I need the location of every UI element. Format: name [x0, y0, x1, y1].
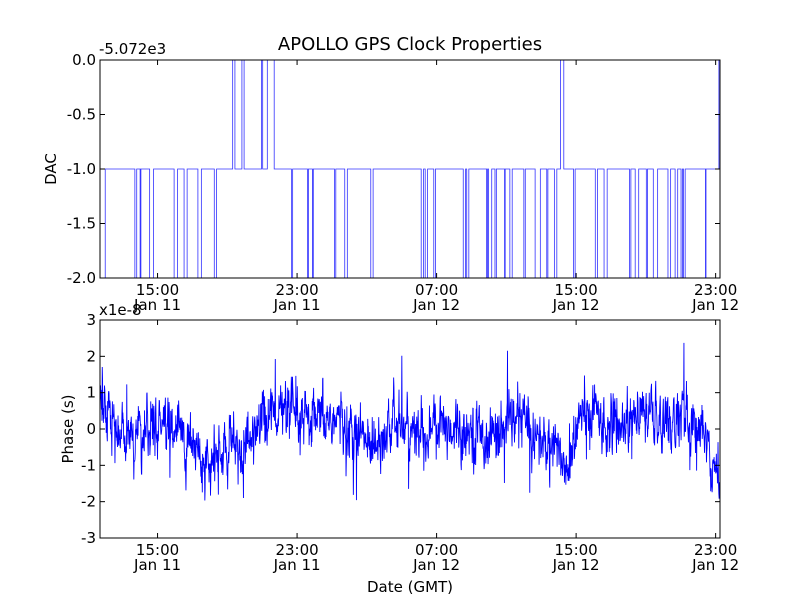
y-tick-label: 3: [86, 311, 96, 329]
dac-y-ticks: -2.0 -1.5 -1.0 -0.5 0.0: [67, 51, 720, 287]
y-tick-label: -1: [81, 456, 96, 474]
x-tick-time-label: 15:00: [555, 541, 598, 559]
dac-series-line: [104, 60, 720, 278]
x-tick-date-label: Jan 12: [552, 296, 600, 314]
dac-series-group: [104, 60, 720, 278]
x-tick-time-label: 23:00: [694, 541, 737, 559]
phase-y-ticks: -3 -2 -1 0 1 2 3: [81, 311, 720, 547]
x-tick-date-label: Jan 12: [552, 556, 600, 574]
x-tick-date-label: Jan 11: [273, 556, 321, 574]
y-tick-label: -2: [81, 493, 96, 511]
y-tick-label: 0.0: [72, 51, 96, 69]
x-tick-time-label: 23:00: [694, 281, 737, 299]
figure-title: APOLLO GPS Clock Properties: [278, 34, 542, 55]
x-tick-time-label: 07:00: [415, 541, 458, 559]
y-tick-label: 1: [86, 384, 96, 402]
phase-x-axis-label: Date (GMT): [367, 578, 453, 596]
phase-series-group: [100, 342, 720, 501]
y-tick-label: -2.0: [67, 269, 96, 287]
y-tick-label: -1.5: [67, 215, 96, 233]
y-tick-label: 2: [86, 347, 96, 365]
x-tick-date-label: Jan 11: [133, 556, 181, 574]
x-tick-time-label: 15:00: [136, 541, 179, 559]
x-tick-date-label: Jan 12: [691, 556, 739, 574]
x-tick-date-label: Jan 11: [133, 296, 181, 314]
y-tick-label: 0: [86, 420, 96, 438]
dac-offset-label: -5.072e3: [99, 40, 166, 58]
y-tick-label: -1.0: [67, 160, 96, 178]
x-tick-time-label: 23:00: [275, 281, 318, 299]
x-tick-date-label: Jan 12: [412, 296, 460, 314]
dac-y-axis-label: DAC: [42, 153, 60, 185]
phase-offset-label: x1e-8: [99, 301, 142, 319]
x-tick-time-label: 23:00: [275, 541, 318, 559]
y-tick-label: -3: [81, 529, 96, 547]
x-tick-date-label: Jan 11: [273, 296, 321, 314]
x-tick-time-label: 07:00: [415, 281, 458, 299]
x-tick-time-label: 15:00: [136, 281, 179, 299]
phase-series-line: [100, 342, 720, 501]
x-tick-time-label: 15:00: [555, 281, 598, 299]
phase-y-axis-label: Phase (s): [59, 394, 77, 463]
x-tick-date-label: Jan 12: [412, 556, 460, 574]
y-tick-label: -0.5: [67, 106, 96, 124]
x-tick-date-label: Jan 12: [691, 296, 739, 314]
